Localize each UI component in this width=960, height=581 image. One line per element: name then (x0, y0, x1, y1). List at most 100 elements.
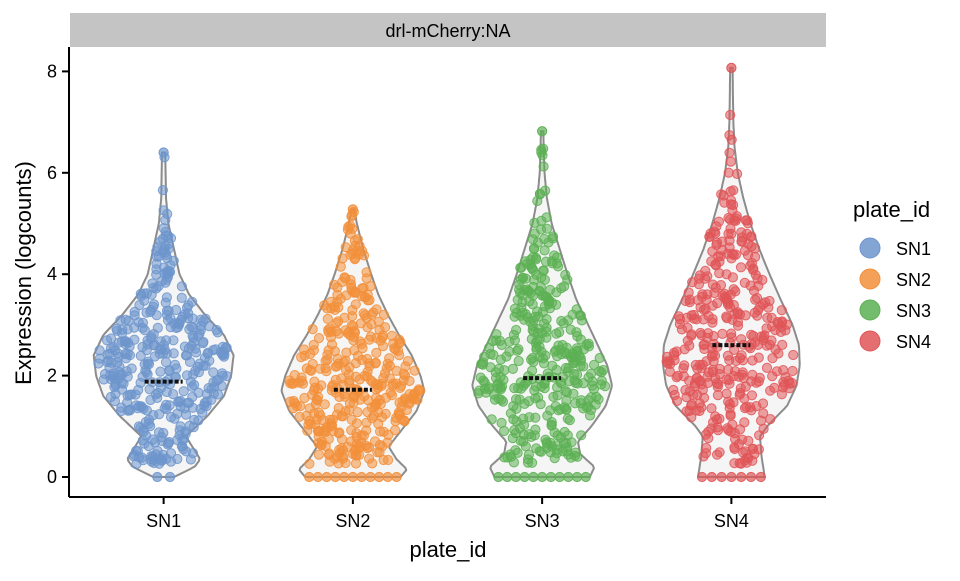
data-point (539, 245, 550, 256)
data-point (727, 272, 739, 283)
data-point (285, 396, 296, 407)
data-point (698, 451, 709, 462)
data-point (301, 363, 312, 374)
data-point (735, 262, 747, 273)
data-point (723, 297, 734, 308)
data-point (193, 415, 204, 426)
data-point (537, 471, 548, 483)
data-point (777, 339, 788, 350)
data-point (352, 407, 363, 418)
data-point (755, 471, 766, 483)
data-point (707, 317, 718, 328)
data-point (714, 447, 725, 458)
data-point (146, 456, 157, 467)
data-point (576, 430, 587, 441)
data-point (153, 427, 165, 438)
data-point (554, 471, 565, 483)
data-point (538, 358, 550, 369)
data-point (545, 284, 556, 295)
data-point (154, 409, 165, 420)
data-point (749, 337, 761, 348)
data-point (766, 312, 777, 323)
legend-label-SN2: SN2 (896, 270, 931, 290)
data-point (312, 471, 323, 483)
data-point (360, 292, 371, 303)
data-point (378, 341, 389, 352)
data-point (739, 417, 750, 428)
data-point (361, 267, 372, 278)
data-point (370, 357, 381, 368)
data-point (546, 297, 558, 308)
data-point (362, 322, 373, 333)
data-point (352, 351, 364, 362)
data-point (690, 359, 701, 371)
data-point (549, 453, 560, 464)
data-point (101, 335, 113, 346)
data-point (151, 269, 162, 280)
data-point (517, 272, 528, 283)
data-point (751, 377, 762, 388)
data-point (551, 364, 562, 376)
data-point (563, 363, 574, 374)
data-point (739, 455, 750, 466)
data-point (319, 399, 330, 410)
data-point (176, 292, 187, 303)
data-point (561, 446, 573, 457)
data-point (356, 338, 367, 350)
facet-label: drl-mCherry:NA (385, 21, 510, 41)
data-point (747, 443, 759, 454)
data-point (156, 435, 167, 447)
data-point (757, 398, 769, 409)
data-point (409, 394, 420, 405)
x-ticks: SN1 SN2 SN3 SN4 (146, 497, 749, 531)
data-point (211, 324, 222, 336)
data-point (404, 375, 415, 387)
data-point (336, 373, 347, 384)
data-point (310, 419, 321, 430)
data-point (152, 471, 163, 483)
data-point (539, 233, 550, 245)
data-point (513, 344, 524, 355)
data-point (541, 332, 552, 343)
data-point (723, 167, 734, 178)
data-point (747, 355, 758, 366)
data-point (736, 227, 747, 238)
data-point (693, 273, 705, 284)
data-point (696, 471, 708, 483)
data-point (528, 264, 539, 275)
data-point (571, 327, 582, 338)
data-point (541, 212, 552, 223)
data-point (299, 392, 310, 404)
data-point (519, 471, 530, 483)
data-point (347, 248, 358, 259)
data-point (164, 471, 176, 483)
data-point (324, 323, 335, 334)
data-point (540, 256, 552, 267)
data-point (335, 293, 346, 304)
data-point (732, 307, 743, 318)
data-point (732, 168, 743, 179)
data-point (708, 417, 719, 428)
data-point (374, 447, 385, 458)
data-point (746, 241, 757, 252)
data-point (493, 471, 504, 483)
data-point (551, 258, 563, 269)
y-ticks: 0 2 4 6 8 (47, 61, 69, 487)
data-point (724, 235, 735, 246)
data-point (554, 327, 565, 338)
data-point (747, 369, 758, 380)
legend-swatch-SN2 (859, 268, 881, 290)
data-point (510, 324, 522, 336)
data-point (541, 438, 553, 449)
data-point (683, 287, 694, 298)
data-point (332, 282, 343, 293)
data-point (160, 297, 171, 308)
data-point (758, 423, 769, 434)
data-point (162, 208, 173, 220)
data-point (287, 378, 298, 389)
data-point (112, 348, 124, 359)
data-point (561, 342, 572, 353)
data-point (661, 356, 672, 367)
data-point (551, 440, 563, 451)
